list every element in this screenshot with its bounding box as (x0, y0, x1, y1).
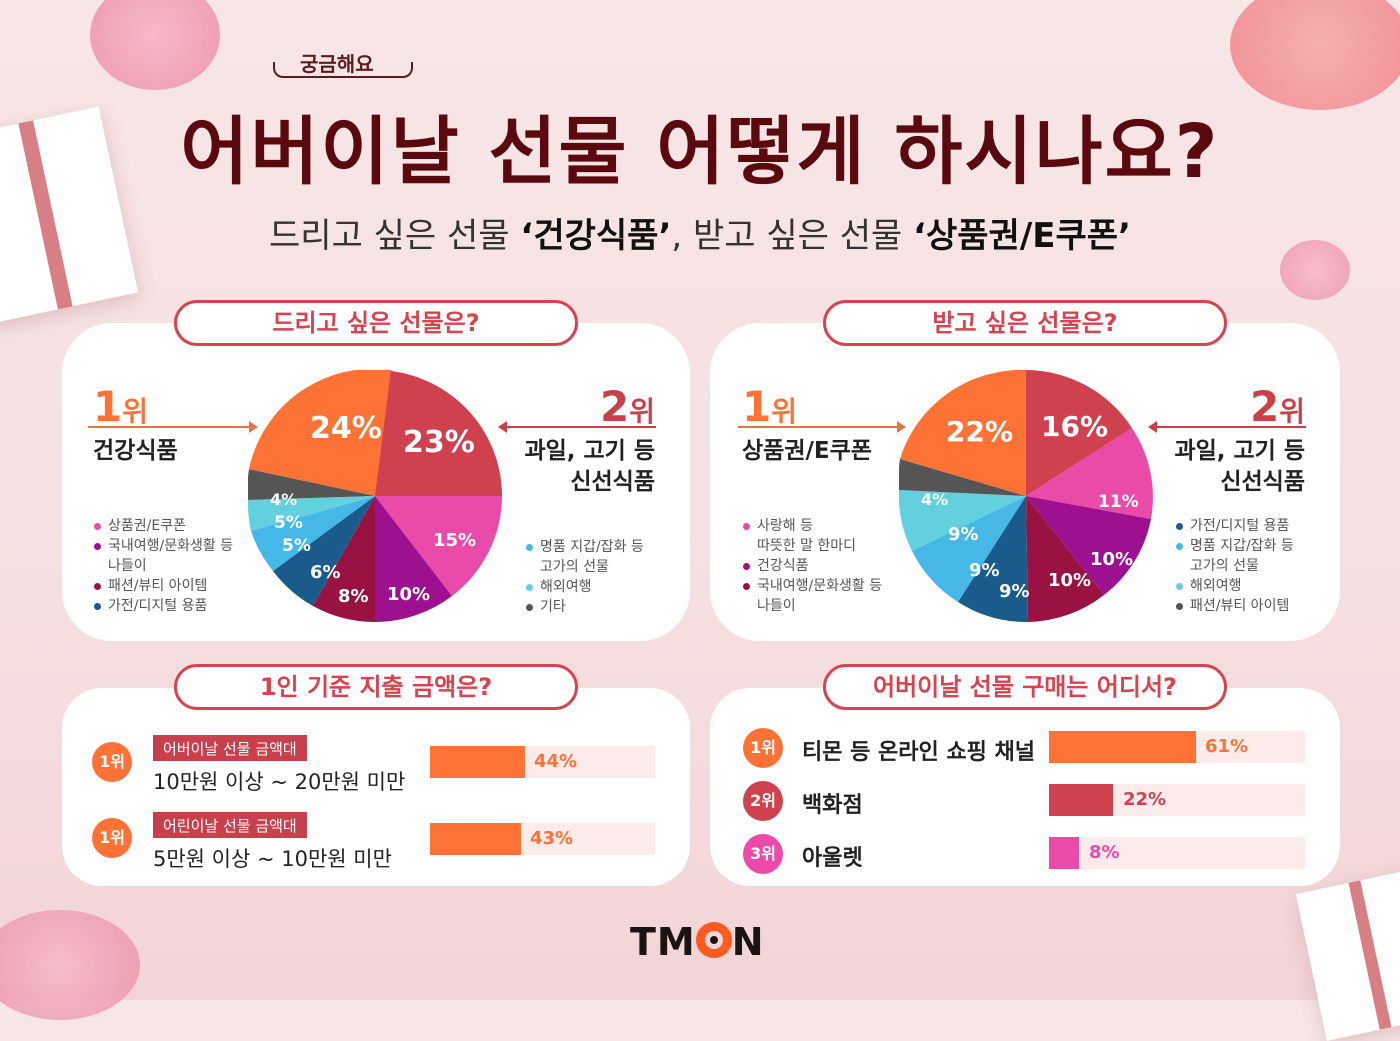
bar-fill (1049, 784, 1113, 816)
svg-text:4%: 4% (270, 490, 297, 509)
receive-rank1-arrow (738, 421, 906, 433)
give-rank2: 2위 (600, 382, 655, 431)
bar-percent: 43% (530, 828, 574, 849)
amount-range: 5만원 이상 ~ 10만원 미만 (153, 847, 392, 871)
rank-circle: 3위 (743, 834, 783, 874)
flower-decoration (1230, 0, 1400, 110)
gift-box-decoration (1295, 869, 1400, 1041)
flower-decoration (0, 910, 140, 1020)
svg-text:5%: 5% (282, 536, 311, 556)
receive-heading: 받고 싶은 선물은? (823, 300, 1227, 346)
rank-circle: 1위 (92, 818, 132, 858)
svg-text:22%: 22% (946, 415, 1013, 448)
bar-track: 61% (1049, 731, 1305, 763)
tag-bracket (273, 62, 413, 78)
svg-text:23%: 23% (403, 425, 475, 460)
svg-text:10%: 10% (387, 584, 430, 605)
channel-name: 티몬 등 온라인 쇼핑 채널 (802, 740, 1036, 765)
give-rank1-arrow (88, 421, 258, 433)
bar-track: 22% (1049, 784, 1305, 816)
give-rank1-label: 건강식품 (93, 438, 178, 464)
tag-label: 궁금해요 (300, 52, 374, 76)
spend-heading: 1인 기준 지출 금액은? (174, 664, 578, 710)
bar-fill (430, 746, 525, 778)
rank-circle: 1위 (92, 742, 132, 782)
receive-legend-right: 가전/디지털 용품 명품 지갑/잡화 등 고가의 선물 해외여행 패션/뷰티 아… (1176, 516, 1294, 616)
bar-percent: 22% (1123, 789, 1167, 810)
category-badge: 어버이날 선물 금액대 (153, 735, 307, 761)
give-pie-chart: 24% 23% 15% 10% 8% 6% 5% 5% 4% (248, 370, 502, 622)
amount-range: 10만원 이상 ~ 20만원 미만 (153, 770, 406, 794)
receive-rank2-label: 과일, 고기 등 신선식품 (1174, 438, 1305, 495)
bar-fill (1049, 731, 1196, 763)
receive-legend-left: 사랑해 등 따뜻한 말 한마디 건강식품 국내여행/문화생활 등 나들이 (743, 516, 882, 616)
svg-text:9%: 9% (948, 524, 979, 545)
give-rank2-label: 과일, 고기 등 신선식품 (524, 438, 655, 495)
channel-name: 아울렛 (802, 846, 863, 871)
svg-text:9%: 9% (999, 581, 1030, 602)
logo-o-icon (695, 922, 732, 958)
svg-text:11%: 11% (1098, 492, 1139, 512)
svg-text:24%: 24% (310, 411, 382, 446)
give-legend-right: 명품 지갑/잡화 등 고가의 선물 해외여행 기타 (526, 537, 644, 617)
receive-rank2: 2위 (1250, 382, 1305, 431)
bar-track: 8% (1049, 837, 1305, 869)
give-heading: 드리고 싶은 선물은? (174, 300, 578, 346)
receive-pie-chart: 22% 16% 11% 10% 10% 9% 9% 9% 4% (899, 370, 1153, 622)
svg-text:6%: 6% (310, 562, 341, 583)
svg-text:15%: 15% (433, 530, 476, 551)
svg-text:4%: 4% (921, 490, 948, 509)
subtitle: 드리고 싶은 선물 ‘건강식품’, 받고 싶은 선물 ‘상품권/E쿠폰’ (269, 216, 1131, 256)
give-legend-left: 상품권/E쿠폰 국내여행/문화생활 등 나들이 패션/뷰티 아이템 가전/디지털… (94, 516, 233, 616)
flower-decoration (90, 0, 220, 90)
give-rank1: 1위 (93, 382, 148, 431)
svg-text:5%: 5% (274, 513, 303, 533)
flower-decoration (1280, 240, 1350, 300)
svg-text:9%: 9% (969, 560, 1000, 581)
bar-fill (430, 823, 521, 855)
rank-circle: 2위 (743, 781, 783, 821)
svg-text:8%: 8% (338, 586, 369, 607)
category-badge: 어린이날 선물 금액대 (153, 812, 307, 838)
svg-text:10%: 10% (1090, 549, 1133, 570)
give-rank2-arrow (498, 421, 656, 433)
receive-rank1: 1위 (742, 382, 797, 431)
bar-percent: 44% (534, 751, 578, 772)
rank-circle: 1위 (743, 728, 783, 768)
bar-track: 44% (430, 746, 655, 778)
where-heading: 어버이날 선물 구매는 어디서? (823, 664, 1227, 710)
receive-rank2-arrow (1148, 421, 1306, 433)
page-title: 어버이날 선물 어떻게 하시나요? (180, 109, 1220, 195)
svg-text:16%: 16% (1041, 410, 1108, 443)
bar-percent: 61% (1205, 736, 1249, 757)
bar-track: 43% (430, 823, 655, 855)
bar-fill (1049, 837, 1079, 869)
channel-name: 백화점 (802, 793, 863, 818)
tmon-logo: TM N (630, 920, 765, 964)
bar-percent: 8% (1089, 842, 1120, 863)
svg-text:10%: 10% (1048, 570, 1091, 591)
receive-rank1-label: 상품권/E쿠폰 (742, 438, 872, 464)
